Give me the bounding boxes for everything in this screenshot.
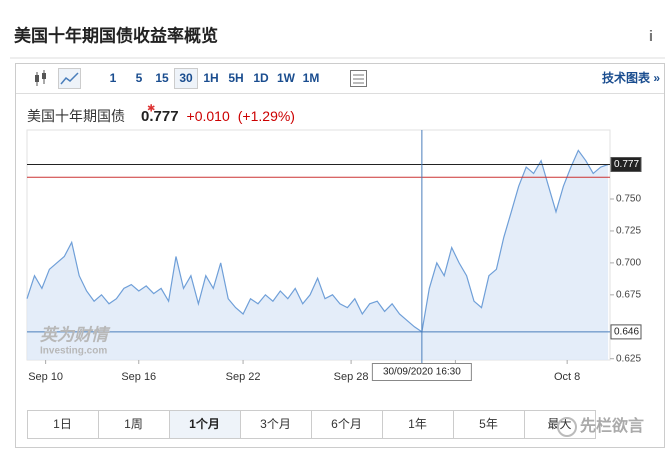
period-tab[interactable] (382, 410, 454, 439)
interval-button[interactable]: 1W (277, 71, 296, 85)
interval-button[interactable]: 1D (253, 71, 269, 85)
period-tab[interactable] (27, 410, 99, 439)
price: 0.777 (141, 108, 179, 125)
quote-header: 美国十年期国债 0.777 +0.010 (+1.29%) (27, 108, 295, 125)
watermark-brand: 英为财情 (39, 325, 111, 344)
tech-chart-link[interactable]: 技术图表 » (602, 70, 660, 85)
interval-button[interactable]: 5H (228, 71, 243, 85)
candle-icon[interactable] (35, 70, 46, 86)
period-tab-label[interactable]: 1个月 (189, 416, 220, 431)
period-tab-label[interactable]: 1年 (408, 417, 427, 431)
y-tick-label: 0.700 (616, 258, 641, 269)
interval-button[interactable]: 1M (303, 71, 320, 85)
plot: 美国十年期国债 0.777 +0.010 (+1.29%) ✱ 0.625 0.675 0.7… (26, 104, 642, 383)
instrument-name: 美国十年期国债 (27, 108, 125, 124)
table-icon[interactable] (350, 70, 367, 87)
y-tick-label: 0.725 (616, 226, 641, 237)
x-tick-label: Sep 22 (226, 371, 261, 383)
interval-bar: 1 5 15 30 1H 5H 1D 1W 1M (110, 68, 320, 89)
period-tab[interactable] (240, 410, 312, 439)
interval-button[interactable]: 1 (110, 71, 117, 85)
period-tab-label[interactable]: 6个月 (331, 417, 362, 431)
period-tabs: 1日 1周 1个月 3个月 6个月 1年 5年 最大 先栏欲言 (27, 410, 644, 439)
x-tick-label: Sep 28 (334, 371, 369, 383)
interval-button[interactable]: 5 (136, 71, 143, 85)
crosshair-tag (371, 363, 472, 381)
period-tab[interactable] (169, 410, 241, 439)
x-tick-label: Sep 10 (28, 371, 63, 383)
period-tab-label[interactable]: 最大 (547, 417, 571, 431)
period-tab-label[interactable]: 1周 (124, 417, 143, 431)
change: +0.010 (187, 108, 230, 124)
y-tick-label: 0.675 (616, 289, 641, 300)
line-icon[interactable] (58, 68, 81, 89)
info-icon[interactable]: i (649, 28, 653, 45)
y-tick-label: 0.750 (616, 194, 641, 205)
star: ✱ (147, 104, 155, 115)
value-tag-label: 0.777 (614, 159, 639, 170)
period-tab[interactable] (98, 410, 170, 439)
period-tab[interactable] (311, 410, 383, 439)
page-title: 美国十年期国债收益率概览 (14, 25, 218, 45)
period-tab-label[interactable]: 1日 (53, 417, 72, 431)
interval-button[interactable]: 30 (179, 71, 193, 85)
period-tab-label[interactable]: 5年 (479, 417, 498, 431)
value-tag (610, 324, 642, 340)
period-tab-label[interactable]: 3个月 (260, 417, 291, 431)
value-tag (610, 157, 642, 172)
price-line (26, 149, 609, 333)
watermark-site: Investing.com (40, 346, 107, 357)
interval-selected (174, 68, 198, 89)
interval-button[interactable]: 15 (155, 71, 169, 85)
area (27, 150, 609, 360)
interval-button[interactable]: 1H (203, 71, 218, 85)
change-pct: (+1.29%) (238, 108, 295, 124)
wechat-icon (557, 417, 577, 437)
x-tick-label: Oct 8 (554, 371, 580, 383)
y-tick-label: 0.625 (616, 353, 641, 364)
x-tick-label: Sep 16 (121, 371, 156, 383)
line-icon-glyph (60, 72, 79, 85)
period-tab[interactable] (453, 410, 525, 439)
info-button[interactable] (640, 24, 662, 48)
value-tag-label: 0.646 (614, 327, 639, 338)
watermark-account: 先栏欲言 (580, 416, 644, 435)
crosshair-label: 30/09/2020 16:30 (383, 367, 461, 378)
